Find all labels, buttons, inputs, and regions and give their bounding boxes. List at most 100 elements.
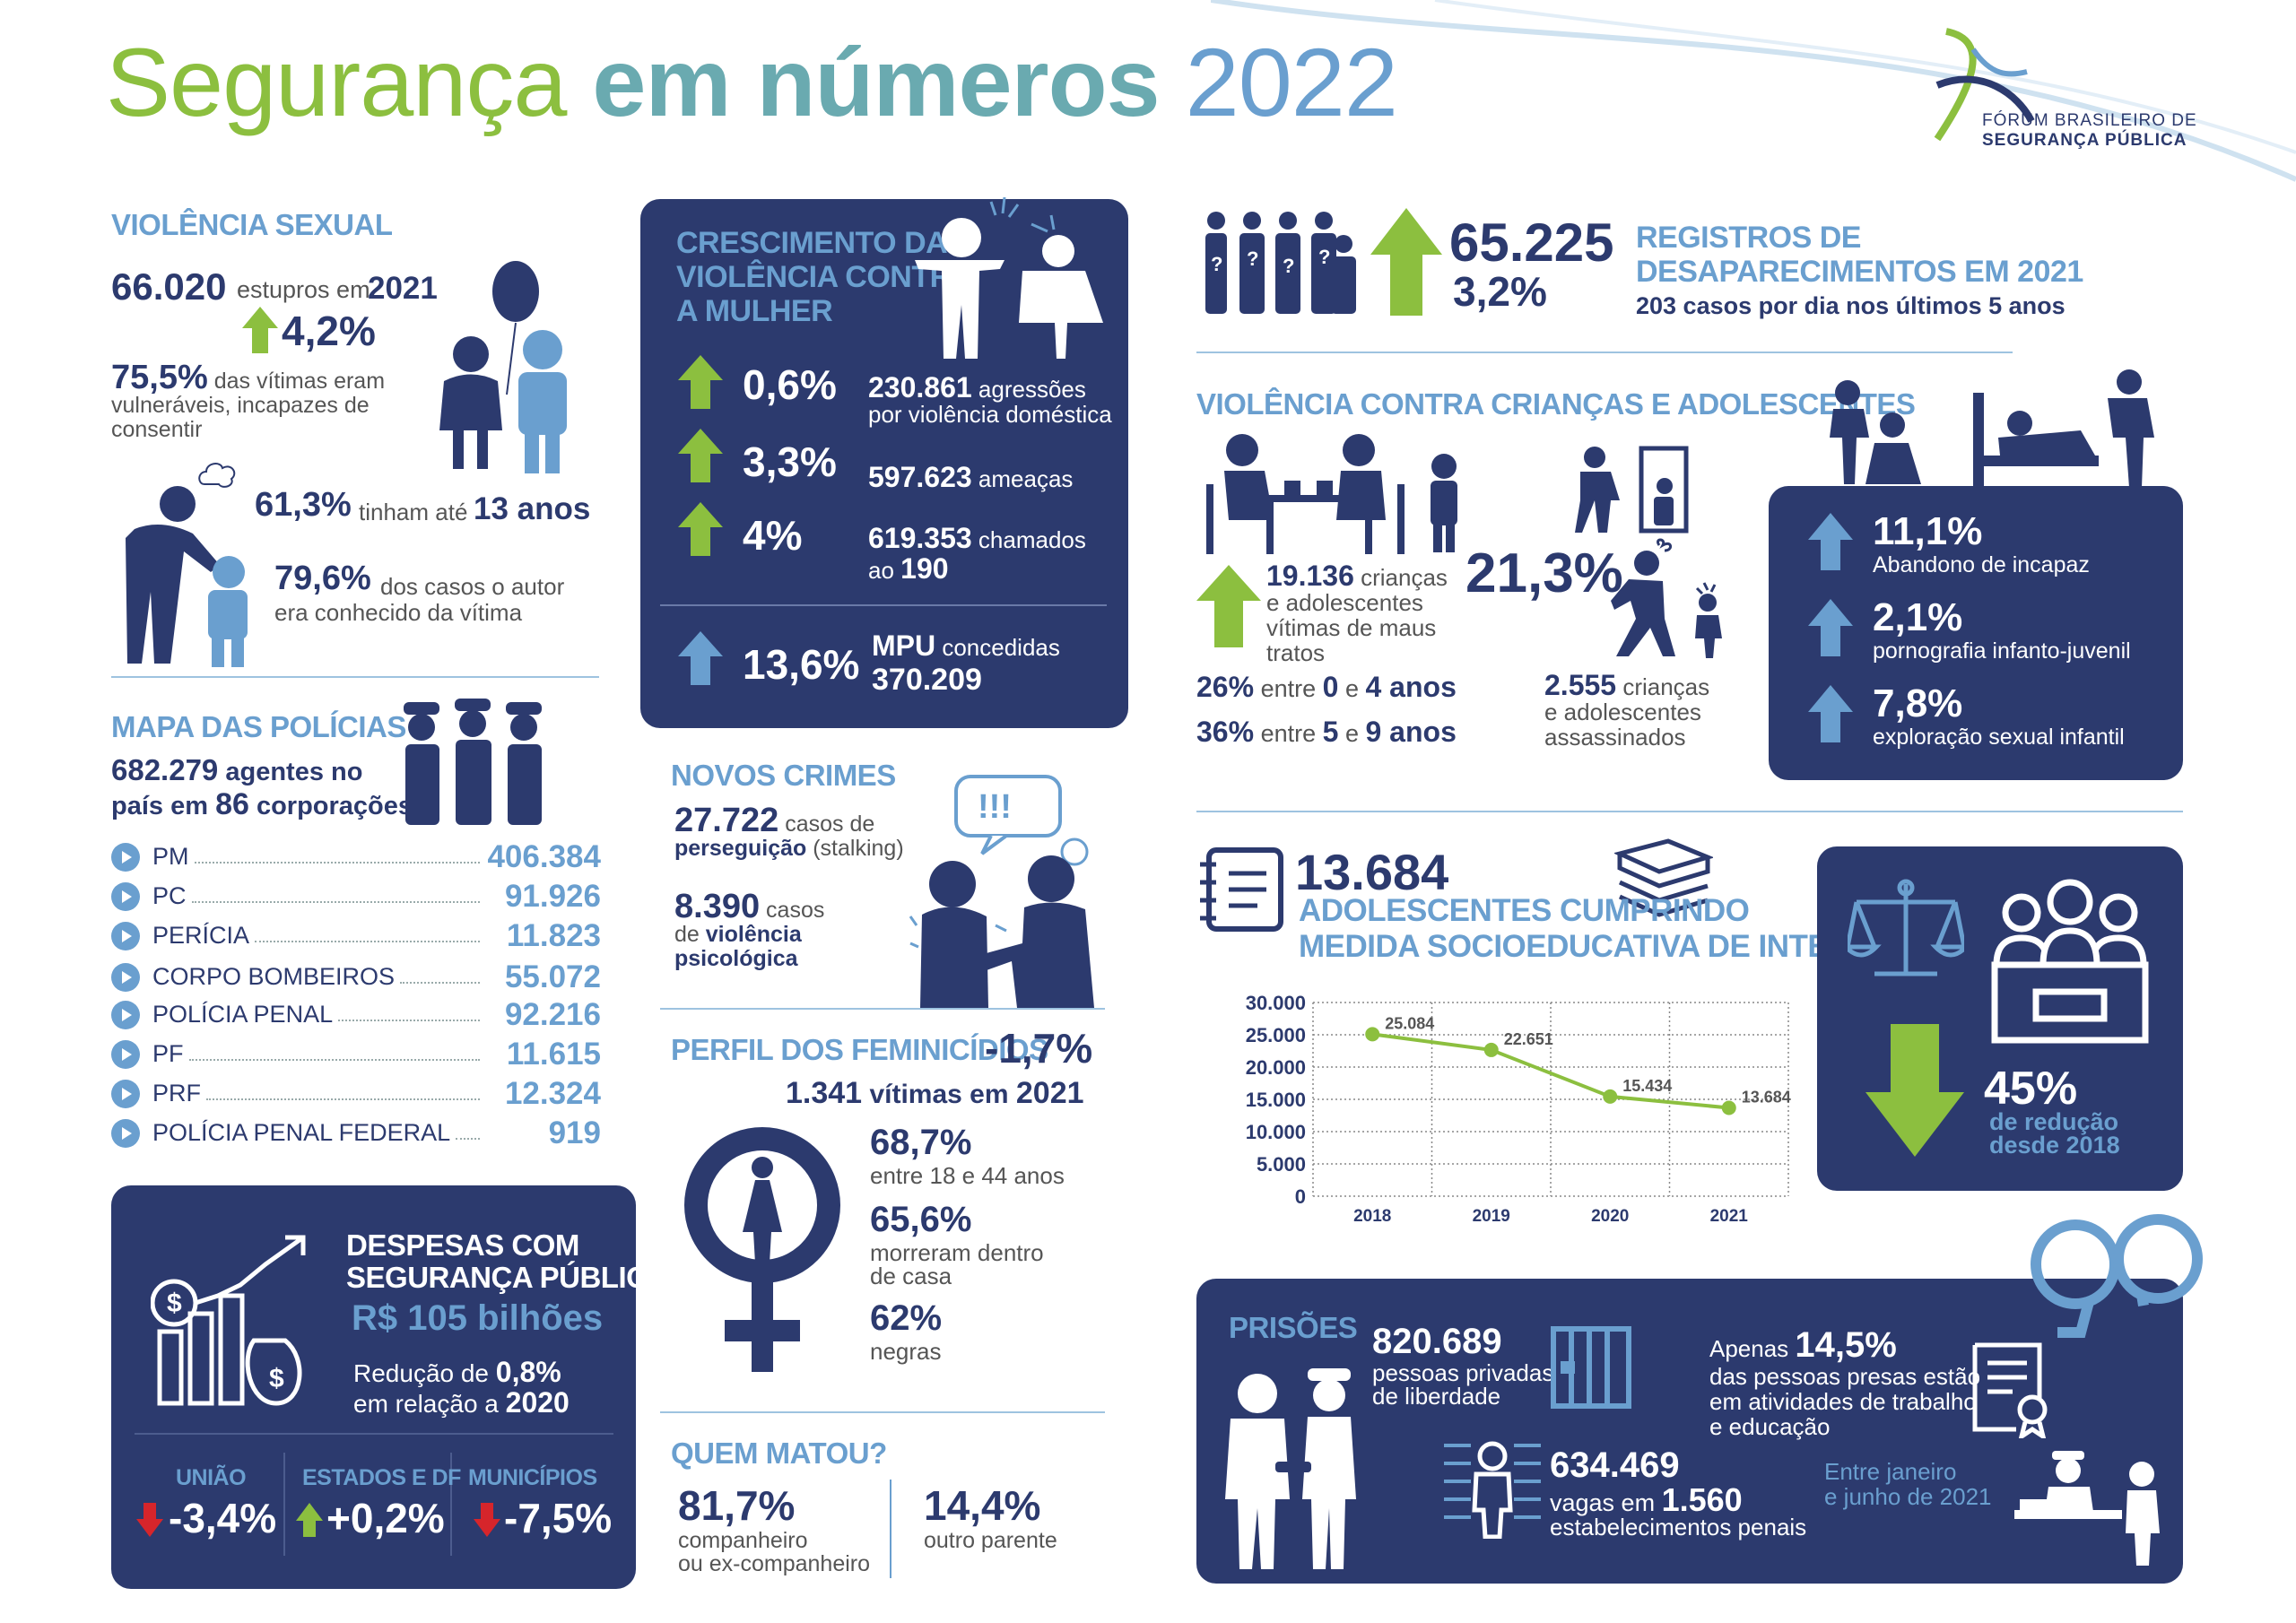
play-bullet-icon	[111, 1001, 140, 1029]
criancas-r2: 36% entre 5 e 9 anos	[1196, 716, 1457, 749]
chart-x-tick: 2018	[1353, 1207, 1391, 1226]
mulher-h3: A MULHER	[676, 294, 833, 328]
socio-red1: 45%	[1984, 1063, 2078, 1115]
criancas-b3: 7,8%	[1873, 681, 1963, 725]
police-row-label: PM	[152, 843, 189, 870]
divider	[660, 604, 1107, 606]
criancas-n1-num: 19.136	[1266, 560, 1354, 592]
divider	[450, 1453, 452, 1556]
prisoes-heading: PRISÕES	[1229, 1311, 1358, 1344]
arguing-couple-icon	[915, 196, 1103, 359]
police-row-value: 55.072	[504, 959, 601, 994]
criancas-b1: 11,1%	[1873, 509, 1983, 553]
up-arrow-icon	[678, 355, 723, 409]
criancas-n1: 19.136 crianças e adolescentes vítimas de …	[1266, 560, 1491, 665]
divider	[660, 1411, 1105, 1413]
novos-n1-t: casos de	[785, 812, 875, 837]
chart-y-tick: 30.000	[1246, 992, 1306, 1014]
sexual-p3: 79,6%	[274, 560, 371, 597]
mulher-a4-n1: MPU	[872, 629, 936, 662]
policias-count: 86	[215, 787, 249, 821]
despesas-r1-text: Redução de	[353, 1359, 490, 1387]
mulher-a1: 0,6%	[743, 361, 837, 408]
play-bullet-icon	[111, 1119, 140, 1148]
femin-sub: 1.341 vítimas em 2021	[786, 1076, 1084, 1111]
police-row: PM 406.384	[111, 839, 601, 875]
courtroom-icon	[1991, 879, 2149, 1044]
mulher-a3-t: chamados	[978, 526, 1086, 553]
novos-n2: 8.390 casos de violência psicológica	[674, 890, 926, 971]
police-officers-icon	[404, 699, 542, 825]
police-row: PC 91.926	[111, 879, 601, 915]
criancas-n2-t2: e adolescentes	[1544, 699, 1701, 725]
policias-heading: MAPA DAS POLÍCIAS	[111, 710, 406, 743]
femin-sub3: 2021	[1015, 1076, 1084, 1110]
desap-h1: REGISTROS DE	[1636, 221, 1861, 255]
policias-line1-text: agentes no	[225, 758, 363, 786]
divider	[111, 676, 599, 678]
prisoes-n1-text1: pessoas privadas	[1372, 1359, 1554, 1386]
desap-sub: 203 casos por dia nos últimos 5 anos	[1636, 292, 2066, 319]
matou-v2: 14,4%	[924, 1482, 1041, 1529]
sexual-p1-value: 75,5%	[111, 359, 208, 396]
chart-y-tick: 15.000	[1246, 1089, 1306, 1111]
prisoes-n1-text2: de liberdade	[1372, 1383, 1501, 1410]
novos-n2-num: 8.390	[674, 888, 761, 925]
chart-data-label: 15.434	[1622, 1077, 1672, 1095]
page-title: Segurança em números 2022	[106, 34, 1398, 131]
prisoes-period2: e junho de 2021	[1824, 1483, 1992, 1510]
mulher-a3-t2: ao	[868, 557, 894, 584]
criancas-r2c: 5	[1322, 716, 1339, 748]
prisoes-period1: Entre janeiro	[1824, 1458, 1957, 1485]
handcuffs-icon	[2031, 1214, 2203, 1338]
dotted-leader	[206, 1098, 480, 1100]
mulher-a1-num: 230.861	[868, 371, 972, 404]
police-row-value: 11.615	[506, 1037, 601, 1072]
sexual-heading: VIOLÊNCIA SEXUAL	[111, 208, 393, 241]
up-arrow-icon	[1808, 599, 1853, 656]
police-row: PF 11.615	[111, 1037, 601, 1072]
socio-line-chart: 30.000 25.000 20.000 15.000 10.000 5.000 0 201…	[1246, 992, 1791, 1226]
despesas-r2: em relação a 2020	[353, 1386, 570, 1419]
criancas-r2e: 9 anos	[1365, 716, 1457, 748]
divider	[135, 1433, 613, 1435]
up-arrow-icon	[242, 307, 278, 353]
svg-text:?: ?	[1283, 255, 1294, 277]
play-bullet-icon	[111, 1040, 140, 1069]
chart-x-tick: 2021	[1710, 1207, 1749, 1226]
criancas-r1d: e	[1344, 675, 1359, 702]
matou-v2-text: outro parente	[924, 1528, 1057, 1553]
child-door-icon	[1575, 446, 1689, 534]
play-bullet-icon	[111, 963, 140, 992]
up-arrow-icon	[678, 429, 723, 482]
femin-s3-text: negras	[870, 1338, 942, 1365]
child-balloon-icon	[439, 261, 567, 473]
books-icon	[1614, 838, 1713, 917]
despesas-c3-value: -7,5%	[504, 1495, 613, 1541]
down-arrow-icon	[1866, 1024, 1964, 1157]
down-arrow-icon	[474, 1503, 500, 1537]
down-arrow-icon	[136, 1503, 163, 1537]
prisoes-n2-t2: estabelecimentos penais	[1550, 1514, 1807, 1541]
police-row-value: 919	[548, 1115, 601, 1150]
police-row-label: POLÍCIA PENAL	[152, 1001, 334, 1028]
novos-n1-b: perseguição	[674, 836, 807, 861]
prisoes-n2-t1: vagas em	[1550, 1489, 1656, 1516]
chart-point	[1365, 1027, 1380, 1042]
notebook-icon	[1200, 847, 1283, 932]
despesas-c2-label: ESTADOS E DF	[302, 1465, 461, 1490]
up-arrow-icon	[678, 631, 723, 685]
criancas-n1-t: crianças	[1361, 564, 1448, 591]
femin-s2-text1: morreram dentro	[870, 1239, 1044, 1266]
stalking-icon: !!!	[909, 775, 1094, 1008]
dotted-leader	[255, 941, 480, 942]
matou-heading: QUEM MATOU?	[671, 1436, 887, 1470]
novos-n2-t: casos	[766, 898, 825, 923]
chart-x-tick: 2019	[1473, 1207, 1510, 1226]
police-row-label: CORPO BOMBEIROS	[152, 963, 396, 990]
divider	[1196, 811, 2183, 812]
svg-text:?: ?	[1211, 253, 1222, 275]
dotted-leader	[195, 862, 480, 864]
sexual-num: 66.020	[111, 265, 227, 308]
divider	[1196, 352, 2013, 353]
